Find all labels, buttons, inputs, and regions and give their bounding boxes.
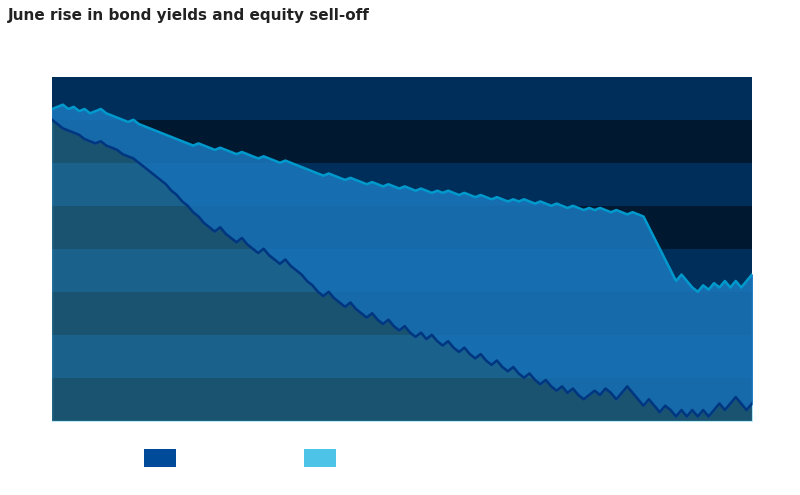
Bar [52, 120, 752, 163]
Bar [52, 378, 752, 421]
Bar [52, 77, 752, 120]
Bar [52, 163, 752, 206]
Text: Cumulative total return (%), 1 June 2013 = 0: Cumulative total return (%), 1 June 2013… [8, 47, 242, 57]
Bar [304, 449, 336, 467]
Text: Global government bonds: Global government bonds [344, 453, 488, 463]
Bar [52, 248, 752, 292]
Text: Global equities: Global equities [184, 453, 267, 463]
Text: June rise in bond yields and equity sell-off: June rise in bond yields and equity sell… [8, 8, 370, 23]
Bar [144, 449, 176, 467]
Bar [52, 206, 752, 249]
Bar [52, 292, 752, 335]
Bar [52, 335, 752, 378]
